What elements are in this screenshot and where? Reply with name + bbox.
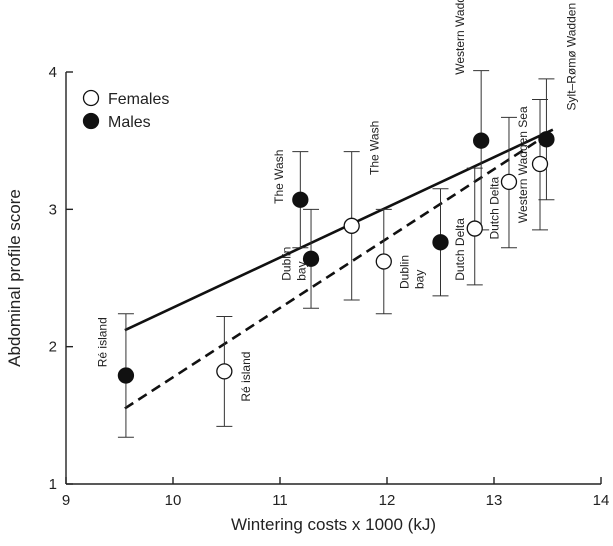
y-tick-label: 2: [49, 339, 57, 356]
site-label: Ré island: [96, 317, 110, 367]
data-points: [117, 131, 555, 384]
site-label: bay: [295, 261, 309, 280]
legend-label-females: Females: [108, 91, 169, 108]
site-label: Dutch Delta: [487, 177, 501, 240]
male-data-point: [538, 131, 555, 148]
site-label: Dublin: [280, 247, 294, 281]
site-label: Dublin: [397, 255, 411, 289]
legend-marker-females: [82, 89, 100, 107]
y-axis-label: Abdominal profile score: [5, 189, 24, 367]
male-data-point: [473, 132, 490, 149]
x-tick-label: 13: [486, 492, 503, 509]
error-bars: [117, 70, 555, 438]
y-tick-label: 3: [49, 201, 57, 218]
y-tick-label: 1: [49, 476, 57, 493]
legend-label-males: Males: [108, 114, 151, 131]
female-data-point: [216, 363, 233, 380]
site-label: The Wash: [367, 121, 381, 175]
female-data-point: [466, 220, 483, 237]
site-label: Western Wadden Sea: [516, 106, 530, 223]
site-label: The Wash: [272, 150, 286, 204]
x-tick-label: 11: [272, 492, 288, 509]
x-axis-label: Wintering costs x 1000 (kJ): [231, 515, 436, 534]
male-data-point: [117, 367, 135, 384]
x-tick-label: 14: [593, 492, 610, 509]
female-data-point: [531, 155, 549, 173]
x-tick-label: 9: [62, 492, 70, 509]
site-label: Sylt–Rømø Wadden Sea: [564, 0, 578, 110]
plot-frame: [65, 72, 601, 485]
legend: Females Males: [82, 89, 169, 131]
trend-line-females: [124, 129, 554, 410]
female-data-point: [343, 217, 360, 234]
female-data-point: [375, 253, 392, 270]
site-label: bay: [412, 270, 426, 289]
male-data-point: [432, 234, 449, 251]
site-label: Ré island: [239, 352, 253, 402]
male-data-point: [302, 250, 320, 267]
y-tick-label: 4: [49, 64, 57, 81]
x-tick-label: 10: [165, 492, 182, 509]
x-tick-label: 12: [379, 492, 396, 509]
site-label: Western Wadden Sea: [453, 0, 467, 75]
legend-marker-males: [82, 112, 100, 130]
site-label: Dutch Delta: [453, 218, 467, 281]
trend-lines: [124, 128, 554, 410]
male-data-point: [292, 191, 309, 208]
female-data-point: [500, 173, 518, 191]
